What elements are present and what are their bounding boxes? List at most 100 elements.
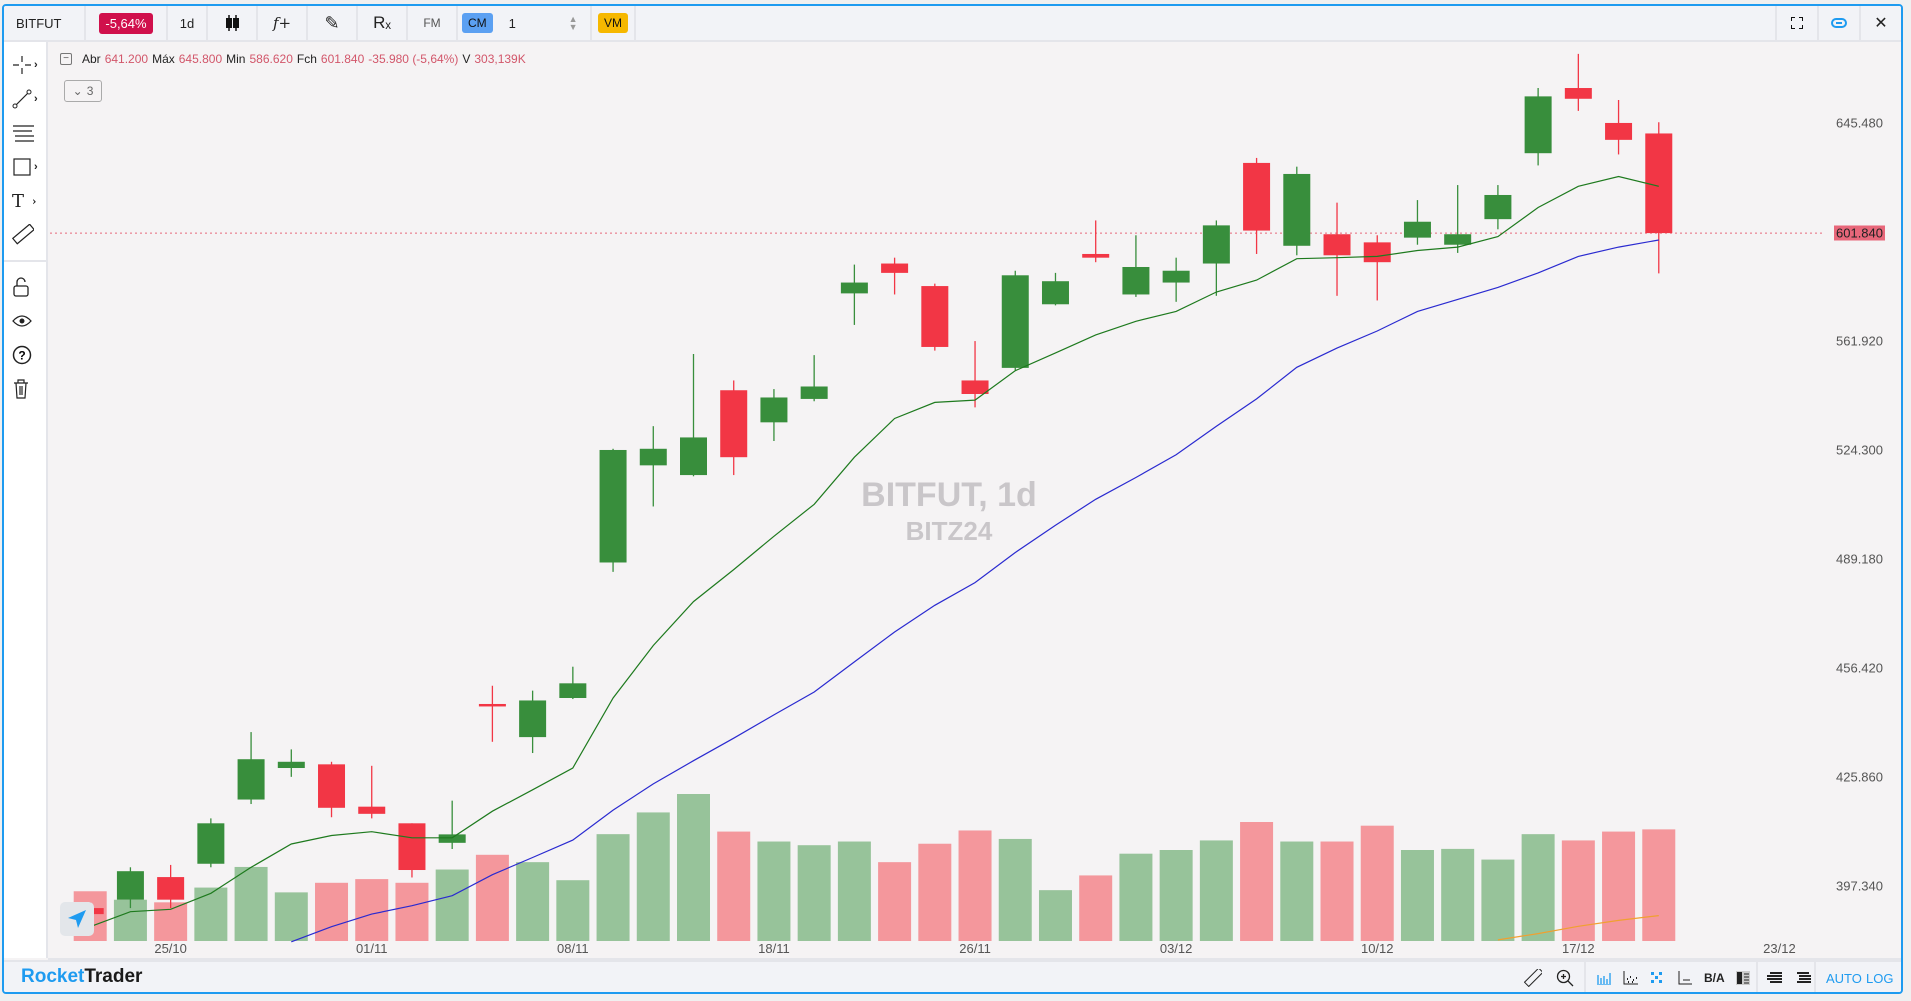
log-scale-button[interactable]: LOG [1866, 970, 1894, 986]
volume-toggle-button[interactable] [1596, 966, 1612, 990]
interval-label: 1d [179, 15, 195, 31]
y-axis-label: 456.420 [1836, 660, 1883, 676]
candle-body [1243, 162, 1271, 231]
candle-body [1283, 173, 1311, 246]
delete-button[interactable] [12, 376, 42, 402]
volume-bar [1481, 859, 1515, 941]
orderbook-right-button[interactable] [1795, 966, 1811, 990]
volume-bar [717, 831, 751, 941]
rectangle-icon [13, 158, 31, 176]
volume-bar [1240, 822, 1274, 941]
y-axis-label: 397.340 [1836, 878, 1883, 894]
zoom-in-icon [1556, 969, 1574, 987]
fullscreen-button[interactable] [1775, 6, 1817, 40]
bottom-bar: RocketTrader B/A AUTO LOG [4, 960, 1901, 992]
collapse-legend-button[interactable]: − [60, 53, 72, 65]
volume-bar [355, 879, 389, 941]
candle-body [237, 759, 265, 800]
chevron-right-icon: › [34, 59, 38, 71]
y-axis-label: 645.480 [1836, 115, 1883, 131]
candle-body [157, 877, 185, 900]
lock-button[interactable] [12, 274, 42, 300]
candle-body [1122, 266, 1150, 295]
candle-body [318, 764, 346, 808]
candle-body [277, 761, 305, 769]
top-toolbar: BITFUT -5,64% 1d f+ ✎ Rₓ FM CM 1 ▲ ▼ VM ✕ [4, 6, 1901, 42]
volume-bar [1320, 841, 1354, 941]
interval-button[interactable]: 1d [168, 6, 208, 40]
volume-bar [154, 902, 188, 941]
crosshair-icon [13, 56, 31, 74]
scatter-toggle-button[interactable] [1623, 966, 1639, 990]
candle-body [800, 386, 828, 399]
volume-bar [998, 838, 1032, 941]
volume-bar [596, 834, 630, 941]
link-icon [1831, 18, 1847, 28]
candle-body [116, 871, 144, 900]
text-tool[interactable]: T › [12, 188, 42, 214]
quantity-input[interactable]: 1 [508, 15, 516, 31]
orderbook-left-button[interactable] [1767, 966, 1783, 990]
fm-label: FM [423, 16, 441, 30]
axis-toggle-button[interactable] [1678, 966, 1692, 990]
svg-text:?: ? [18, 349, 25, 363]
volume-bar [797, 845, 831, 941]
chart-type-button[interactable] [208, 6, 258, 40]
candle-body [1564, 88, 1592, 99]
ruler-icon [1524, 969, 1542, 987]
parallel-lines-tool[interactable] [12, 120, 42, 146]
cm-button[interactable]: CM [462, 13, 493, 33]
chart-window: BITFUT -5,64% 1d f+ ✎ Rₓ FM CM 1 ▲ ▼ VM ✕… [2, 4, 1903, 994]
help-button[interactable]: ? [12, 342, 42, 368]
volume-average-line [1497, 915, 1659, 941]
volume-value: 303,139K [474, 52, 526, 66]
close-button[interactable]: ✕ [1859, 6, 1901, 40]
candle-body [1001, 275, 1029, 368]
candle-body [1444, 234, 1472, 245]
scroll-to-latest-button[interactable] [60, 902, 94, 936]
draw-button[interactable]: ✎ [308, 6, 358, 40]
candlestick-icon [226, 15, 239, 31]
visibility-button[interactable] [12, 308, 42, 334]
volume-bar [516, 862, 550, 941]
x-axis-label: 23/12 [1763, 941, 1796, 956]
volume-bar [274, 892, 308, 941]
candle-body [519, 700, 547, 738]
panel-toggle-button[interactable] [1736, 966, 1750, 990]
indicators-toggle[interactable]: ⌄ 3 [64, 80, 102, 102]
rockettrader-logo: RocketTrader [21, 966, 142, 988]
volume-bar [1441, 848, 1475, 941]
trendline-tool[interactable]: › [12, 86, 42, 112]
bid-ask-button[interactable]: B/A [1704, 971, 1725, 985]
ruler-tool[interactable] [12, 222, 42, 248]
fm-button[interactable]: FM [408, 6, 458, 40]
add-indicator-button[interactable]: f+ [258, 6, 308, 40]
volume-bar [1199, 840, 1233, 941]
zoom-in-button[interactable] [1556, 966, 1574, 990]
measure-button[interactable] [1524, 966, 1542, 990]
candle-body [1403, 221, 1431, 238]
volume-bar [435, 869, 469, 941]
vm-button[interactable]: VM [598, 13, 628, 33]
quantity-stepper[interactable]: ▲ ▼ [569, 15, 578, 32]
price-chart[interactable] [4, 6, 1903, 994]
divider [1814, 962, 1816, 992]
auto-scale-button[interactable]: AUTO [1826, 970, 1862, 986]
volume-bar [757, 841, 791, 941]
text-icon: T [12, 190, 25, 212]
crosshair-tool[interactable]: › [12, 52, 42, 78]
rx-button[interactable]: Rₓ [358, 6, 408, 40]
x-axis-label: 17/12 [1562, 941, 1595, 956]
close-value: 601.840 [320, 52, 365, 66]
dots-toggle-button[interactable] [1650, 966, 1664, 990]
candle-body [1323, 234, 1351, 256]
navigation-arrow-icon [68, 910, 86, 928]
symbol-selector[interactable]: BITFUT [4, 6, 86, 40]
toolbar-divider [4, 260, 48, 262]
volume-bar [918, 843, 952, 941]
candle-body [1082, 253, 1110, 258]
link-button[interactable] [1817, 6, 1859, 40]
candle-body [438, 834, 466, 843]
rectangle-tool[interactable]: › [12, 154, 42, 180]
x-axis-label: 26/11 [959, 941, 991, 956]
